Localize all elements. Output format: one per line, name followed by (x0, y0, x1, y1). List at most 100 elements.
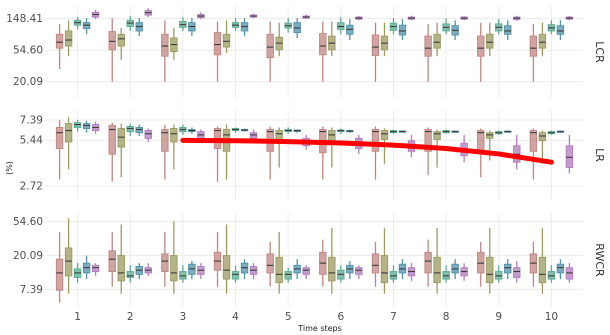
box-rwcr-t2-s3 (126, 265, 134, 283)
y-tick-label: 7.39 (20, 284, 43, 296)
box-lcr-t10-s5 (565, 16, 574, 21)
box-lcr-t1-s4 (82, 18, 91, 35)
box-rwcr-t6-s1 (319, 239, 327, 287)
box-iqr (556, 263, 565, 274)
box-iqr (144, 130, 152, 139)
box-lcr-t6-s4 (346, 19, 354, 41)
box-iqr (55, 33, 64, 49)
box-lr-t10-s1 (529, 128, 538, 180)
box-iqr (275, 256, 283, 284)
box-rwcr-t8-s5 (460, 263, 468, 281)
box-iqr (486, 132, 494, 139)
box-lr-t2-s1 (108, 122, 116, 182)
box-iqr (424, 35, 432, 57)
box-lcr-t4-s5 (249, 13, 258, 19)
box-lcr-t8-s4 (451, 20, 459, 41)
box-lcr-t4-s2 (222, 20, 231, 53)
box-rwcr-t1-s3 (73, 263, 82, 283)
box-lcr-t1-s5 (91, 9, 100, 20)
box-rwcr-t4-s4 (240, 259, 249, 280)
box-rwcr-t3-s3 (179, 265, 187, 283)
box-lcr-t7-s4 (398, 19, 407, 41)
box-lcr-t6-s5 (355, 16, 363, 21)
box-lr-t5-s2 (275, 127, 283, 168)
box-lr-t6-s4 (346, 129, 354, 133)
box-lcr-t5-s2 (275, 22, 283, 57)
box-iqr (486, 33, 494, 49)
box-iqr (302, 267, 310, 275)
box-rwcr-t9-s4 (504, 259, 512, 280)
box-lcr-t5-s4 (293, 18, 301, 38)
box-lr-t4-s1 (213, 126, 222, 182)
box-rwcr-t6-s4 (346, 261, 354, 280)
x-axis: 1 2 3 4 5 6 7 8 9 10 (74, 311, 558, 323)
box-lr-t9-s4 (504, 130, 512, 133)
box-rwcr-t5-s2 (275, 232, 283, 294)
box-lr-t3-s1 (161, 124, 169, 180)
box-iqr (556, 25, 565, 35)
box-lr-t8-s1 (424, 127, 432, 176)
box-rwcr-t10-s4 (556, 259, 565, 280)
strip-label-rwcr: RWCR (593, 243, 606, 277)
box-iqr (538, 256, 547, 284)
box-lr-t6-s2 (328, 127, 336, 168)
box-rwcr-t1-s4 (82, 255, 91, 280)
box-rwcr-t9-s5 (513, 261, 521, 283)
box-iqr (380, 130, 389, 140)
box-lcr-t7-s3 (389, 18, 398, 35)
box-iqr (513, 267, 521, 278)
box-lr-t6-s3 (337, 128, 345, 134)
box-iqr (529, 130, 538, 152)
x-tick-label: 2 (127, 311, 134, 323)
box-rwcr-t1-s1 (55, 232, 64, 303)
box-lcr-t3-s1 (161, 20, 169, 82)
x-tick-label: 4 (232, 311, 239, 323)
box-lcr-t10-s1 (529, 23, 538, 82)
box-iqr (55, 258, 64, 291)
box-lr-t7-s1 (371, 126, 380, 180)
x-tick-label: 9 (495, 311, 502, 323)
box-lr-t1-s2 (64, 117, 73, 170)
y-tick-label: 20.09 (13, 76, 43, 88)
y-axis-title: (%) (5, 161, 14, 175)
x-tick-label: 8 (443, 311, 450, 323)
box-rwcr-t8-s4 (451, 259, 459, 280)
box-iqr (117, 128, 125, 148)
box-lcr-t10-s4 (556, 20, 565, 41)
box-lcr-t9-s3 (495, 19, 503, 35)
x-tick-label: 1 (74, 311, 81, 323)
box-lr-t2-s3 (126, 123, 134, 137)
box-lr-t3-s2 (170, 124, 178, 170)
y-tick-label: 5.44 (20, 135, 44, 147)
box-lcr-t2-s5 (144, 8, 152, 18)
y-tick-label: 54.60 (13, 45, 43, 57)
box-iqr (108, 31, 116, 51)
box-lr-t2-s5 (144, 128, 152, 142)
box-rwcr-t7-s1 (371, 241, 380, 287)
box-rwcr-t8-s3 (442, 265, 450, 283)
box-iqr (284, 271, 292, 280)
box-iqr (117, 33, 125, 47)
box-lr-t5-s4 (293, 129, 301, 133)
box-lr-t3-s4 (188, 127, 196, 134)
x-tick-label: 7 (390, 311, 397, 323)
box-iqr (433, 33, 441, 49)
box-lr-t4-s2 (222, 124, 231, 180)
box-iqr (222, 255, 231, 280)
box-rwcr-t2-s2 (117, 224, 125, 294)
box-lr-t9-s3 (495, 130, 503, 135)
box-rwcr-t3-s2 (170, 221, 178, 294)
box-rwcr-t7-s2 (380, 228, 389, 294)
box-iqr (64, 30, 73, 47)
box-lr-t7-s3 (389, 129, 398, 134)
box-iqr (161, 129, 169, 152)
box-lcr-t10-s2 (538, 22, 547, 57)
y-tick-label: 7.39 (20, 115, 43, 127)
box-lcr-t7-s1 (371, 22, 380, 82)
panel-rwcr: 7.39 20.09 54.60 RWCR (13, 213, 606, 307)
box-iqr (371, 253, 380, 274)
box-lcr-t1-s3 (73, 17, 82, 30)
box-iqr (170, 128, 178, 143)
box-iqr (266, 33, 274, 59)
y-tick-label: 2.72 (20, 180, 43, 192)
